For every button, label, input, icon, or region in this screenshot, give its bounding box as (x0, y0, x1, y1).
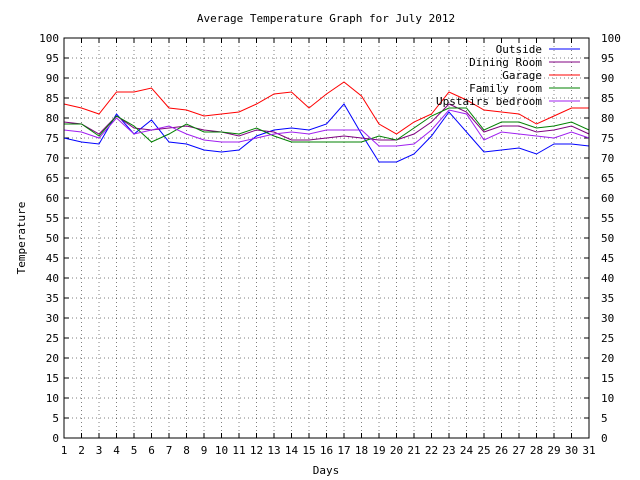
y-tick-label-left: 80 (46, 112, 59, 125)
legend-label: Outside (496, 43, 542, 56)
x-tick-label: 19 (372, 444, 385, 457)
legend-label: Upstairs bedroom (436, 95, 542, 108)
y-tick-label-right: 0 (601, 432, 608, 445)
y-tick-label-left: 75 (46, 132, 59, 145)
x-tick-label: 12 (250, 444, 263, 457)
y-tick-label-right: 90 (601, 72, 614, 85)
x-tick-label: 3 (96, 444, 103, 457)
y-tick-label-left: 15 (46, 372, 59, 385)
y-tick-label-left: 100 (39, 32, 59, 45)
chart-title: Average Temperature Graph for July 2012 (197, 12, 455, 25)
y-tick-label-right: 75 (601, 132, 614, 145)
y-tick-label-left: 85 (46, 92, 59, 105)
x-tick-label: 29 (547, 444, 560, 457)
x-tick-label: 26 (495, 444, 508, 457)
y-tick-label-right: 85 (601, 92, 614, 105)
y-tick-label-right: 60 (601, 192, 614, 205)
x-tick-label: 15 (302, 444, 315, 457)
y-tick-label-left: 10 (46, 392, 59, 405)
y-tick-label-left: 95 (46, 52, 59, 65)
y-tick-label-right: 25 (601, 332, 614, 345)
y-tick-label-left: 55 (46, 212, 59, 225)
y-tick-label-left: 50 (46, 232, 59, 245)
y-tick-label-right: 95 (601, 52, 614, 65)
x-tick-label: 8 (183, 444, 190, 457)
y-tick-label-right: 45 (601, 252, 614, 265)
x-axis-label: Days (313, 464, 340, 477)
y-axis-label: Temperature (15, 202, 28, 275)
x-tick-label: 6 (148, 444, 155, 457)
x-tick-label: 27 (512, 444, 525, 457)
y-tick-label-right: 80 (601, 112, 614, 125)
y-tick-label-right: 20 (601, 352, 614, 365)
y-tick-label-left: 65 (46, 172, 59, 185)
x-tick-label: 20 (390, 444, 403, 457)
x-tick-label: 7 (166, 444, 173, 457)
grid-lines (64, 38, 589, 438)
y-tick-label-right: 100 (601, 32, 621, 45)
x-tick-label: 2 (78, 444, 85, 457)
x-tick-label: 28 (530, 444, 543, 457)
y-tick-label-left: 20 (46, 352, 59, 365)
x-tick-label: 25 (477, 444, 490, 457)
x-tick-label: 31 (582, 444, 595, 457)
x-tick-label: 24 (460, 444, 474, 457)
y-tick-label-right: 40 (601, 272, 614, 285)
y-tick-label-left: 0 (52, 432, 59, 445)
y-tick-label-right: 55 (601, 212, 614, 225)
series-lines (63, 81, 590, 163)
x-tick-label: 22 (425, 444, 438, 457)
y-tick-label-right: 10 (601, 392, 614, 405)
y-tick-label-right: 65 (601, 172, 614, 185)
y-tick-label-right: 50 (601, 232, 614, 245)
y-tick-label-right: 5 (601, 412, 608, 425)
y-tick-label-left: 40 (46, 272, 59, 285)
legend-label: Garage (502, 69, 542, 82)
x-tick-label: 1 (61, 444, 68, 457)
y-tick-label-left: 90 (46, 72, 59, 85)
y-tick-label-right: 15 (601, 372, 614, 385)
x-tick-label: 4 (113, 444, 120, 457)
x-tick-label: 23 (442, 444, 455, 457)
x-tick-label: 11 (232, 444, 245, 457)
x-tick-label: 18 (355, 444, 368, 457)
series-line (63, 103, 590, 163)
y-tick-label-left: 35 (46, 292, 59, 305)
series-line (63, 109, 590, 147)
y-tick-label-left: 25 (46, 332, 59, 345)
plot-frame (63, 37, 590, 439)
x-tick-label: 30 (565, 444, 578, 457)
legend-label: Family room (469, 82, 542, 95)
y-tick-label-left: 60 (46, 192, 59, 205)
x-tick-label: 16 (320, 444, 333, 457)
x-tick-label: 17 (337, 444, 350, 457)
y-tick-label-left: 45 (46, 252, 59, 265)
x-tick-label: 21 (407, 444, 420, 457)
y-tick-label-right: 70 (601, 152, 614, 165)
y-tick-label-left: 5 (52, 412, 59, 425)
x-tick-label: 14 (285, 444, 299, 457)
y-tick-label-left: 30 (46, 312, 59, 325)
x-tick-label: 5 (131, 444, 138, 457)
y-tick-label-right: 35 (601, 292, 614, 305)
y-tick-label-left: 70 (46, 152, 59, 165)
x-tick-label: 9 (201, 444, 208, 457)
legend-label: Dining Room (469, 56, 542, 69)
x-tick-label: 13 (267, 444, 280, 457)
series-line (64, 107, 590, 143)
series-line (63, 81, 589, 135)
x-tick-label: 10 (215, 444, 228, 457)
y-tick-label-right: 30 (601, 312, 614, 325)
